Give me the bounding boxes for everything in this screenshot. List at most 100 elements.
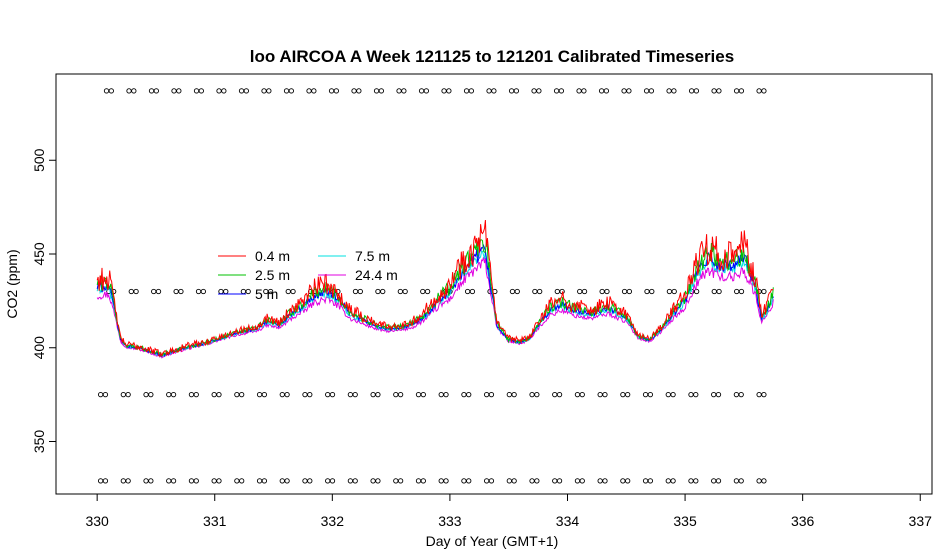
chart-title: loo AIRCOA A Week 121125 to 121201 Calib… xyxy=(250,47,734,66)
marker-point xyxy=(380,288,386,295)
marker-point xyxy=(491,88,497,94)
marker-point xyxy=(511,478,517,484)
marker-point xyxy=(284,478,290,484)
marker-point xyxy=(738,288,745,295)
marker-point xyxy=(556,391,563,398)
y-tick-label: 400 xyxy=(31,336,47,360)
marker-point xyxy=(514,288,520,295)
x-tick-label: 332 xyxy=(321,513,345,529)
marker-point xyxy=(715,478,722,484)
marker-point xyxy=(133,288,139,295)
marker-point xyxy=(558,88,565,94)
marker-point xyxy=(357,288,363,295)
x-tick-label: 331 xyxy=(203,513,227,529)
marker-point xyxy=(200,288,207,295)
marker-point xyxy=(170,478,177,484)
marker-point xyxy=(125,478,131,484)
legend-label: 5 m xyxy=(255,286,278,302)
marker-point xyxy=(178,288,184,295)
marker-point xyxy=(761,391,767,398)
marker-point xyxy=(352,478,358,484)
marker-point xyxy=(329,391,336,398)
marker-point xyxy=(581,88,587,94)
marker-point xyxy=(626,88,632,94)
marker-point xyxy=(693,478,699,484)
marker-point xyxy=(715,391,722,398)
marker-point xyxy=(290,288,296,295)
legend-label: 7.5 m xyxy=(355,248,390,264)
legend-label: 24.4 m xyxy=(355,267,398,283)
marker-point xyxy=(148,478,154,484)
marker-point xyxy=(536,88,542,94)
marker-point xyxy=(352,391,358,398)
marker-point xyxy=(511,391,517,398)
x-tick-label: 330 xyxy=(85,513,109,529)
marker-point xyxy=(193,391,199,398)
marker-point xyxy=(761,288,767,295)
marker-point xyxy=(716,88,722,94)
marker-point xyxy=(170,391,177,398)
marker-point xyxy=(329,478,336,484)
x-tick-label: 336 xyxy=(791,513,815,529)
marker-point xyxy=(148,391,154,398)
legend-label: 2.5 m xyxy=(255,267,290,283)
marker-point xyxy=(693,88,700,94)
marker-point xyxy=(738,88,745,94)
marker-point xyxy=(647,478,654,484)
marker-point xyxy=(446,88,452,94)
marker-point xyxy=(284,391,290,398)
marker-point xyxy=(311,88,317,94)
marker-point xyxy=(397,478,404,484)
marker-point xyxy=(198,88,204,94)
marker-point xyxy=(626,288,633,295)
marker-point xyxy=(581,288,588,295)
marker-point xyxy=(466,391,472,398)
marker-point xyxy=(738,478,744,484)
marker-point xyxy=(216,391,222,398)
legend: 0.4 m 2.5 m 5 m 7.5 m 24.4 m xyxy=(218,248,398,302)
marker-point xyxy=(513,88,520,94)
marker-point xyxy=(131,88,137,94)
x-tick-label: 333 xyxy=(438,513,462,529)
marker-point xyxy=(488,478,495,484)
marker-point xyxy=(603,88,610,94)
marker-point xyxy=(333,88,339,94)
marker-point xyxy=(176,88,182,94)
marker-point xyxy=(375,478,381,484)
marker-point xyxy=(108,88,114,94)
data-layer xyxy=(96,88,774,484)
marker-point xyxy=(402,288,408,295)
marker-point xyxy=(579,391,585,398)
marker-point xyxy=(488,391,495,398)
x-axis-label: Day of Year (GMT+1) xyxy=(426,533,559,549)
marker-point xyxy=(356,88,362,94)
marker-point xyxy=(243,88,249,94)
marker-point xyxy=(378,88,385,94)
marker-point xyxy=(221,88,227,94)
marker-point xyxy=(647,391,654,398)
marker-point xyxy=(693,391,699,398)
marker-point xyxy=(397,391,404,398)
marker-point xyxy=(670,478,676,484)
marker-point xyxy=(670,391,676,398)
marker-point xyxy=(625,478,631,484)
x-tick-label: 335 xyxy=(673,513,697,529)
y-tick-label: 450 xyxy=(31,242,47,266)
marker-point xyxy=(245,288,251,295)
marker-point xyxy=(602,391,608,398)
marker-point xyxy=(401,88,407,94)
marker-point xyxy=(193,478,199,484)
marker-point xyxy=(424,288,431,295)
y-tick-label: 500 xyxy=(31,148,47,172)
x-tick-label: 334 xyxy=(556,513,580,529)
marker-point xyxy=(267,288,274,295)
marker-point xyxy=(420,391,426,398)
x-tick-label: 337 xyxy=(909,513,933,529)
marker-point xyxy=(288,88,294,94)
marker-point xyxy=(556,478,563,484)
marker-point xyxy=(443,391,449,398)
legend-label: 0.4 m xyxy=(255,248,290,264)
axes-layer: 330 331 332 333 334 335 336 337 350 400 450 500 xyxy=(31,148,932,529)
marker-point xyxy=(671,288,677,295)
